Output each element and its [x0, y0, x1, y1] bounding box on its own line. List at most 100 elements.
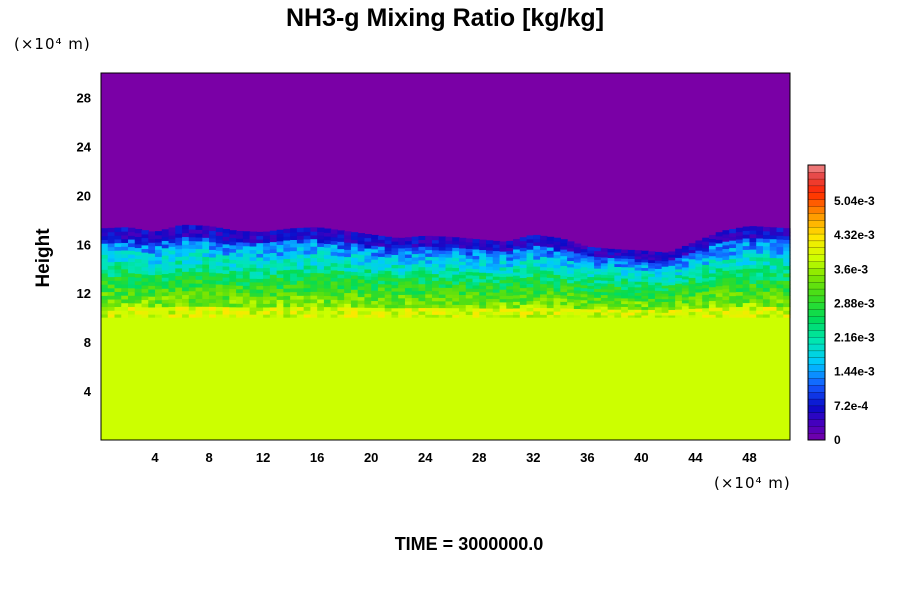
- field-cell: [303, 313, 311, 319]
- field-cell: [661, 252, 670, 256]
- field-cell: [317, 242, 325, 247]
- field-cell: [472, 278, 480, 283]
- field-cell: [398, 301, 406, 305]
- field-cell: [621, 292, 629, 296]
- field-cell: [263, 245, 271, 251]
- field-cell: [425, 286, 433, 291]
- field-cell: [438, 263, 447, 268]
- field-cell: [573, 299, 582, 303]
- field-cell: [769, 257, 778, 262]
- field-cell: [411, 270, 420, 275]
- field-cell: [330, 302, 339, 308]
- field-cell: [742, 306, 751, 311]
- field-cell: [128, 227, 136, 233]
- field-cell: [661, 298, 670, 302]
- field-cell: [155, 314, 163, 319]
- field-cell: [350, 264, 359, 269]
- field-cell: [141, 295, 149, 301]
- field-cell: [654, 268, 663, 272]
- field-cell: [641, 312, 649, 316]
- field-cell: [128, 272, 136, 278]
- field-cell: [445, 243, 453, 248]
- field-cell: [256, 260, 264, 265]
- field-cell: [229, 248, 237, 253]
- field-cell: [303, 261, 311, 266]
- field-cell: [506, 304, 514, 309]
- field-cell: [540, 310, 548, 315]
- field-cell: [195, 260, 203, 265]
- field-cell: [735, 261, 744, 266]
- field-cell: [425, 290, 433, 295]
- field-cell: [668, 251, 676, 255]
- field-cell: [256, 235, 264, 240]
- field-cell: [594, 303, 602, 307]
- field-cell: [762, 279, 771, 285]
- colorbar-segment: [807, 247, 826, 255]
- field-cell: [431, 307, 440, 312]
- field-cell: [114, 302, 122, 308]
- field-cell: [310, 264, 318, 270]
- field-cell: [580, 296, 588, 301]
- field-cell: [540, 259, 548, 264]
- field-cell: [526, 269, 534, 274]
- field-cell: [668, 287, 676, 291]
- field-cell: [350, 282, 359, 287]
- field-cell: [533, 276, 541, 281]
- field-cell: [594, 276, 602, 281]
- field-cell: [114, 283, 122, 289]
- field-cell: [452, 307, 460, 312]
- field-cell: [323, 254, 332, 259]
- field-cell: [486, 262, 494, 267]
- field-cell: [222, 280, 230, 286]
- field-cell: [121, 261, 129, 266]
- field-cell: [276, 284, 284, 289]
- y-tick-label: 8: [84, 335, 91, 350]
- field-cell: [742, 264, 751, 269]
- field-cell: [486, 275, 494, 280]
- field-cell: [290, 231, 298, 237]
- field-cell: [756, 226, 764, 231]
- field-cell: [337, 310, 345, 315]
- field-cell: [128, 306, 136, 311]
- field-cell: [161, 244, 170, 249]
- field-cell: [573, 302, 582, 306]
- field-cell: [303, 280, 311, 285]
- field-cell: [708, 286, 717, 291]
- field-cell: [472, 239, 480, 243]
- field-cell: [479, 311, 487, 316]
- field-cell: [256, 246, 264, 251]
- field-cell: [465, 248, 474, 253]
- field-cell: [695, 253, 703, 258]
- field-cell: [330, 233, 339, 238]
- field-cell: [310, 302, 318, 307]
- field-cell: [614, 257, 622, 262]
- field-cell: [587, 300, 595, 304]
- field-cell: [675, 260, 683, 264]
- field-cell: [729, 262, 737, 267]
- field-cell: [492, 276, 501, 280]
- field-cell: [310, 227, 318, 232]
- field-cell: [688, 311, 697, 316]
- field-cell: [594, 273, 602, 278]
- field-cell: [756, 249, 764, 254]
- field-cell: [654, 301, 663, 305]
- field-cell: [546, 300, 555, 305]
- field-cell: [654, 273, 663, 278]
- field-cell: [654, 290, 663, 294]
- field-cell: [533, 262, 541, 267]
- field-cell: [215, 287, 224, 293]
- field-cell: [560, 314, 568, 319]
- field-cell: [560, 239, 568, 244]
- field-cell: [276, 229, 284, 234]
- field-cell: [533, 265, 541, 271]
- field-cell: [756, 260, 764, 266]
- x-unit-label: (×10⁴ m): [714, 474, 791, 492]
- field-cell: [168, 246, 176, 251]
- field-cell: [513, 252, 521, 257]
- field-cell: [769, 234, 778, 240]
- field-cell: [276, 237, 284, 242]
- field-cell: [209, 253, 217, 258]
- field-cell: [296, 265, 305, 270]
- field-cell: [479, 278, 487, 283]
- field-cell: [391, 264, 399, 269]
